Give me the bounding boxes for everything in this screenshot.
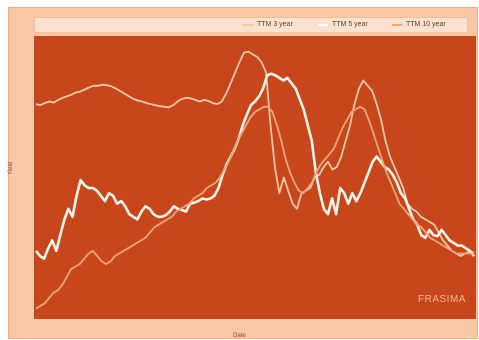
legend-swatch-3-year [243, 24, 253, 26]
legend: TTM 3 year TTM 5 year TTM 10 year [34, 17, 468, 33]
legend-label-5-year: TTM 5 year [332, 21, 368, 28]
legend-label-10-year: TTM 10 year [406, 21, 446, 28]
legend-item-5-year: TTM 5 year [318, 18, 368, 32]
watermark: FRASIMA [418, 294, 466, 305]
plot-area [34, 36, 476, 319]
series-line-ttm-3-year [35, 50, 475, 257]
legend-label-3-year: TTM 3 year [257, 21, 293, 28]
series-line-ttm-10-year [35, 105, 474, 310]
legend-item-10-year: TTM 10 year [392, 18, 446, 32]
legend-swatch-10-year [392, 24, 402, 26]
legend-swatch-5-year [318, 24, 328, 26]
x-axis-label: Date [233, 333, 246, 339]
y-axis-label: Yield [8, 161, 14, 175]
series-layer [34, 50, 476, 310]
plot-background [34, 36, 476, 319]
legend-item-3-year: TTM 3 year [243, 18, 293, 32]
series-line-ttm-5-year [34, 72, 476, 260]
